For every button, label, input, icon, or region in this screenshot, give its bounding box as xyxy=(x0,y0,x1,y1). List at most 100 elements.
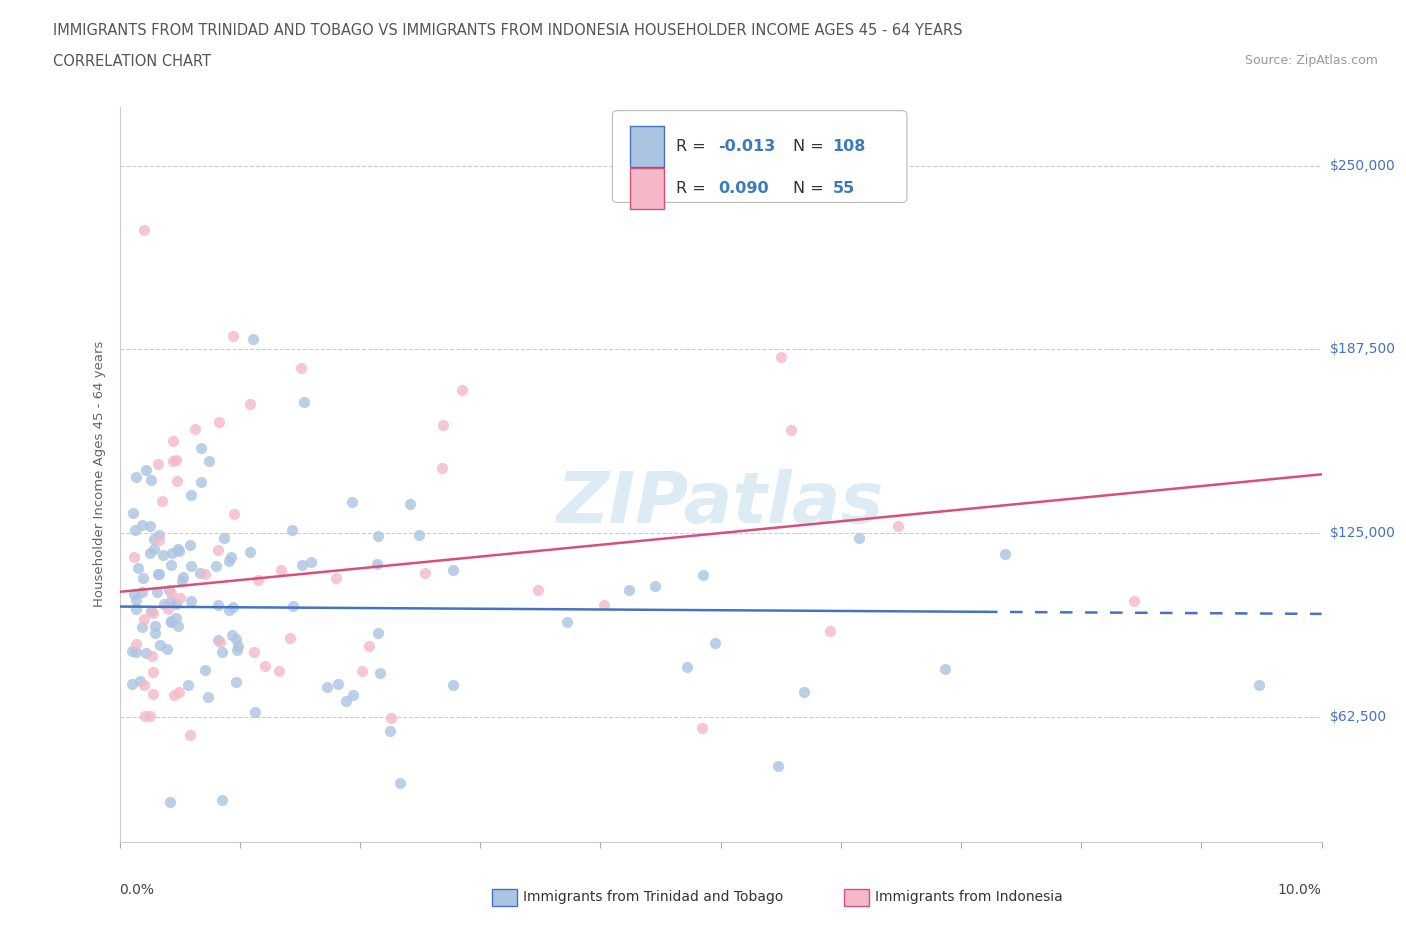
Point xyxy=(222,329,245,344)
Point xyxy=(132,223,155,238)
Point xyxy=(139,709,162,724)
Point xyxy=(190,475,212,490)
Point xyxy=(160,594,183,609)
Point xyxy=(209,634,232,649)
Point xyxy=(676,659,699,674)
Point xyxy=(180,558,202,573)
Point xyxy=(194,567,217,582)
Point xyxy=(335,694,357,709)
Point xyxy=(299,554,322,569)
Point xyxy=(367,625,389,640)
Point xyxy=(166,474,188,489)
Point xyxy=(180,487,202,502)
Point xyxy=(291,557,314,572)
Point xyxy=(150,494,173,509)
Point xyxy=(143,618,166,633)
Point xyxy=(165,610,187,625)
Point xyxy=(152,548,174,563)
Point xyxy=(125,469,148,484)
Text: -0.013: -0.013 xyxy=(718,139,776,153)
Point xyxy=(243,644,266,659)
Point xyxy=(197,689,219,704)
Text: Immigrants from Indonesia: Immigrants from Indonesia xyxy=(875,890,1063,905)
Point xyxy=(380,711,402,725)
Point xyxy=(219,550,242,565)
Point xyxy=(132,677,155,692)
Point xyxy=(768,758,790,773)
Point xyxy=(159,613,181,628)
FancyBboxPatch shape xyxy=(630,126,664,166)
Point xyxy=(205,559,228,574)
Point xyxy=(242,331,264,346)
Point xyxy=(153,597,176,612)
Point xyxy=(593,597,616,612)
Point xyxy=(167,541,190,556)
Point xyxy=(156,642,179,657)
Point xyxy=(148,533,170,548)
Point xyxy=(212,531,235,546)
Point xyxy=(142,665,165,680)
Point xyxy=(143,531,166,546)
Point xyxy=(169,591,191,605)
Point xyxy=(793,684,815,699)
Point xyxy=(226,643,249,658)
Point xyxy=(159,558,181,573)
Point xyxy=(121,676,143,691)
Point xyxy=(222,599,245,614)
Point xyxy=(167,618,190,633)
Point xyxy=(132,570,155,585)
Point xyxy=(134,612,156,627)
Point xyxy=(148,528,170,543)
Point xyxy=(703,636,725,651)
Point xyxy=(225,631,247,646)
Point xyxy=(253,658,276,673)
Text: 0.090: 0.090 xyxy=(718,181,769,196)
FancyBboxPatch shape xyxy=(613,111,907,203)
Point xyxy=(366,557,388,572)
Point xyxy=(131,585,153,600)
Point xyxy=(207,632,229,647)
Point xyxy=(143,626,166,641)
Text: $187,500: $187,500 xyxy=(1330,342,1396,356)
Point xyxy=(139,472,162,487)
Point xyxy=(239,545,262,560)
Point xyxy=(138,519,160,534)
Text: 10.0%: 10.0% xyxy=(1278,883,1322,897)
Point xyxy=(159,794,181,809)
Text: R =: R = xyxy=(676,181,711,196)
Point xyxy=(342,494,364,509)
Text: Source: ZipAtlas.com: Source: ZipAtlas.com xyxy=(1244,54,1378,67)
Text: $250,000: $250,000 xyxy=(1330,159,1396,173)
Point xyxy=(226,639,249,654)
Point xyxy=(350,664,373,679)
Point xyxy=(441,563,464,578)
Text: 0.0%: 0.0% xyxy=(120,883,155,897)
Text: IMMIGRANTS FROM TRINIDAD AND TOBAGO VS IMMIGRANTS FROM INDONESIA HOUSEHOLDER INC: IMMIGRANTS FROM TRINIDAD AND TOBAGO VS I… xyxy=(53,23,963,38)
Point xyxy=(218,554,240,569)
Point xyxy=(170,574,193,589)
Point xyxy=(224,507,246,522)
Point xyxy=(169,685,191,700)
Point xyxy=(644,578,666,593)
Point xyxy=(368,666,391,681)
Point xyxy=(408,527,430,542)
Point xyxy=(994,547,1017,562)
Text: ZIPatlas: ZIPatlas xyxy=(557,470,884,538)
Point xyxy=(190,441,212,456)
Point xyxy=(142,541,165,556)
Point xyxy=(194,662,217,677)
Point xyxy=(124,523,146,538)
Point xyxy=(367,529,389,544)
Point xyxy=(848,531,870,546)
Point xyxy=(619,582,641,597)
Point xyxy=(172,570,194,585)
Point xyxy=(1247,678,1270,693)
Point xyxy=(142,605,165,620)
Point xyxy=(292,395,315,410)
Point xyxy=(160,615,183,630)
Point xyxy=(246,573,269,588)
Point xyxy=(270,563,292,578)
Text: N =: N = xyxy=(793,139,828,153)
FancyBboxPatch shape xyxy=(630,168,664,209)
Point xyxy=(146,457,169,472)
